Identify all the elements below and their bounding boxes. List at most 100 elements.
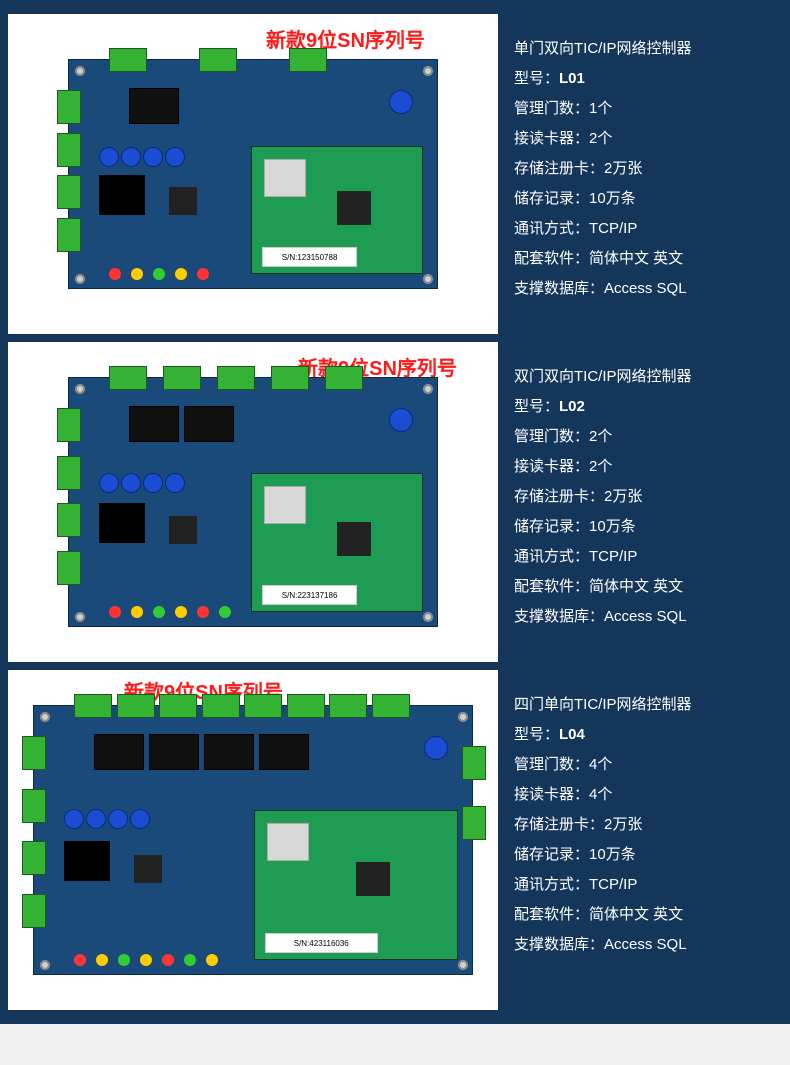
spec-label: 配套软件： — [514, 250, 589, 267]
mount-hole — [75, 612, 85, 622]
status-led — [74, 954, 86, 966]
model-line: 型号：L01 — [514, 64, 766, 94]
pcb-board: S/N:423116036 — [33, 705, 473, 975]
spec-label: 通讯方式： — [514, 876, 589, 893]
status-led — [109, 606, 121, 618]
spec-value: 2个 — [589, 458, 612, 475]
terminal-connector — [22, 894, 46, 928]
terminal-connector — [57, 551, 81, 585]
terminal-connector — [57, 218, 81, 252]
product-image-cell: 新款9位SN序列号S/N:423116036 — [8, 670, 498, 1010]
sn-label: S/N:123150788 — [262, 247, 358, 267]
spec-line: 储存记录：10万条 — [514, 184, 766, 214]
terminal-connector — [159, 694, 197, 718]
terminal-connector — [57, 175, 81, 209]
terminal-connector — [271, 366, 309, 390]
relay — [129, 406, 179, 442]
mount-hole — [40, 960, 50, 970]
model-value: L01 — [559, 70, 585, 87]
capacitor — [99, 473, 119, 493]
product-image-cell: 新款9位SN序列号S/N:123150788 — [8, 14, 498, 334]
spec-value: 简体中文 英文 — [589, 906, 683, 923]
terminal-connector — [202, 694, 240, 718]
mount-hole — [458, 960, 468, 970]
product-title: 单门双向TIC/IP网络控制器 — [514, 34, 766, 64]
terminal-connector — [57, 456, 81, 490]
spec-line: 管理门数：4个 — [514, 750, 766, 780]
spec-label: 管理门数： — [514, 428, 589, 445]
spec-label: 配套软件： — [514, 578, 589, 595]
spec-label: 通讯方式： — [514, 548, 589, 565]
relay — [184, 406, 234, 442]
spec-value: 1个 — [589, 100, 612, 117]
spec-value: TCP/IP — [589, 220, 637, 237]
model-value: L04 — [559, 726, 585, 743]
voltage-regulator — [99, 175, 145, 215]
spec-value: 2万张 — [604, 488, 642, 505]
spec-label: 支撑数据库： — [514, 936, 604, 953]
spec-label: 存储注册卡： — [514, 816, 604, 833]
terminal-connector — [22, 789, 46, 823]
product-row-L01: 新款9位SN序列号S/N:123150788 单门双向TIC/IP网络控制器型号：… — [8, 14, 782, 334]
spec-line: 配套软件：简体中文 英文 — [514, 244, 766, 274]
terminal-connector — [57, 408, 81, 442]
spec-line: 存储注册卡：2万张 — [514, 482, 766, 512]
ic-chip — [337, 191, 371, 225]
spec-label: 配套软件： — [514, 906, 589, 923]
product-title: 双门双向TIC/IP网络控制器 — [514, 362, 766, 392]
status-led — [131, 606, 143, 618]
model-line: 型号：L02 — [514, 392, 766, 422]
status-led — [162, 954, 174, 966]
spec-label: 存储注册卡： — [514, 488, 604, 505]
terminal-connector — [57, 503, 81, 537]
spec-value: 10万条 — [589, 846, 636, 863]
terminal-connector — [244, 694, 282, 718]
status-led — [131, 268, 143, 280]
daughter-board: S/N:223137186 — [251, 473, 423, 613]
capacitor — [64, 809, 84, 829]
status-led — [184, 954, 196, 966]
spec-line: 存储注册卡：2万张 — [514, 810, 766, 840]
voltage-regulator — [64, 841, 110, 881]
rj45-port — [267, 823, 309, 861]
spec-label: 支撑数据库： — [514, 280, 604, 297]
spec-value: 2个 — [589, 130, 612, 147]
status-led — [206, 954, 218, 966]
status-led — [197, 268, 209, 280]
mount-hole — [458, 712, 468, 722]
spec-line: 接读卡器：2个 — [514, 124, 766, 154]
terminal-connector — [163, 366, 201, 390]
spec-label: 管理门数： — [514, 756, 589, 773]
ic-chip — [169, 187, 197, 215]
terminal-connector — [462, 746, 486, 780]
spec-label: 接读卡器： — [514, 130, 589, 147]
spec-label: 储存记录： — [514, 518, 589, 535]
capacitor — [130, 809, 150, 829]
model-line: 型号：L04 — [514, 720, 766, 750]
status-led — [153, 606, 165, 618]
terminal-connector — [372, 694, 410, 718]
spec-value: 简体中文 英文 — [589, 250, 683, 267]
relay — [259, 734, 309, 770]
spec-line: 储存记录：10万条 — [514, 840, 766, 870]
terminal-connector — [117, 694, 155, 718]
status-led — [140, 954, 152, 966]
capacitor — [108, 809, 128, 829]
terminal-connector — [217, 366, 255, 390]
terminal-connector — [199, 48, 237, 72]
spec-label: 接读卡器： — [514, 786, 589, 803]
status-led — [109, 268, 121, 280]
status-led — [96, 954, 108, 966]
spec-label: 存储注册卡： — [514, 160, 604, 177]
spec-line: 管理门数：2个 — [514, 422, 766, 452]
spec-value: TCP/IP — [589, 548, 637, 565]
terminal-connector — [109, 366, 147, 390]
mount-hole — [40, 712, 50, 722]
spec-label: 支撑数据库： — [514, 608, 604, 625]
terminal-connector — [22, 736, 46, 770]
capacitor — [424, 736, 448, 760]
pcb-board: S/N:223137186 — [68, 377, 438, 627]
terminal-connector — [57, 90, 81, 124]
spec-line: 支撑数据库：Access SQL — [514, 602, 766, 632]
mount-hole — [75, 274, 85, 284]
